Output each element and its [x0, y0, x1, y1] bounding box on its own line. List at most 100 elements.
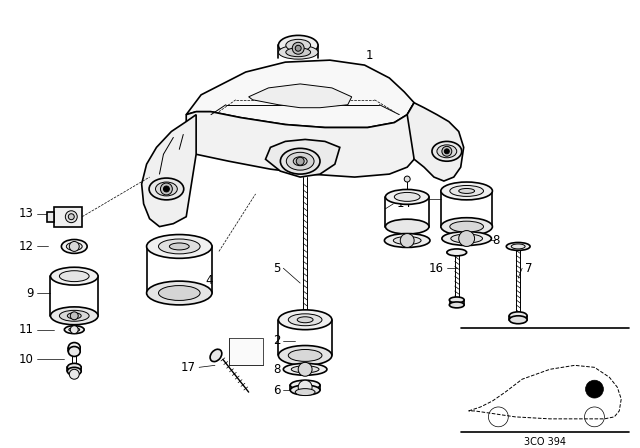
Ellipse shape	[441, 218, 492, 236]
Ellipse shape	[60, 271, 89, 282]
Circle shape	[70, 312, 78, 320]
Text: 6: 6	[273, 383, 280, 396]
Ellipse shape	[67, 242, 82, 250]
Circle shape	[298, 362, 312, 376]
Ellipse shape	[147, 235, 212, 258]
Ellipse shape	[284, 363, 327, 375]
Polygon shape	[407, 103, 463, 181]
Ellipse shape	[159, 239, 200, 254]
Text: 4: 4	[205, 274, 212, 287]
Text: 2: 2	[273, 334, 280, 347]
Ellipse shape	[159, 285, 200, 301]
Polygon shape	[141, 115, 196, 227]
Ellipse shape	[278, 310, 332, 330]
Ellipse shape	[437, 145, 457, 158]
Ellipse shape	[67, 313, 81, 319]
Ellipse shape	[451, 234, 483, 243]
Ellipse shape	[442, 232, 492, 246]
Circle shape	[400, 233, 414, 247]
Circle shape	[68, 214, 74, 220]
Ellipse shape	[149, 178, 184, 200]
Ellipse shape	[286, 152, 314, 170]
Ellipse shape	[394, 237, 421, 245]
Ellipse shape	[385, 233, 430, 247]
Ellipse shape	[291, 380, 320, 390]
Circle shape	[161, 183, 172, 195]
Ellipse shape	[286, 39, 310, 51]
Ellipse shape	[51, 267, 98, 285]
Text: 13: 13	[19, 207, 34, 220]
Bar	[47, 212, 54, 222]
Ellipse shape	[291, 366, 319, 373]
Polygon shape	[186, 60, 414, 128]
Ellipse shape	[295, 388, 315, 396]
Circle shape	[459, 231, 475, 246]
Text: 15: 15	[396, 235, 411, 248]
Ellipse shape	[297, 317, 313, 323]
Text: 11: 11	[19, 323, 34, 336]
Ellipse shape	[459, 189, 475, 194]
Polygon shape	[229, 338, 262, 365]
Text: 8: 8	[492, 234, 500, 247]
Ellipse shape	[432, 142, 461, 161]
Ellipse shape	[511, 244, 525, 249]
Ellipse shape	[210, 349, 222, 362]
Polygon shape	[266, 139, 340, 177]
Ellipse shape	[286, 48, 310, 57]
Circle shape	[442, 146, 452, 156]
Text: 14: 14	[396, 197, 412, 210]
Ellipse shape	[170, 243, 189, 250]
Text: 1: 1	[366, 49, 373, 62]
Ellipse shape	[51, 307, 98, 325]
Ellipse shape	[68, 346, 80, 357]
Ellipse shape	[291, 385, 320, 395]
Ellipse shape	[69, 327, 80, 332]
Circle shape	[404, 176, 410, 182]
Ellipse shape	[278, 45, 318, 59]
Ellipse shape	[449, 302, 464, 308]
Circle shape	[69, 241, 79, 251]
Text: 10: 10	[19, 353, 34, 366]
Ellipse shape	[147, 281, 212, 305]
Circle shape	[444, 149, 449, 154]
Bar	[54, 207, 82, 227]
Ellipse shape	[441, 182, 492, 200]
Ellipse shape	[288, 314, 322, 326]
Ellipse shape	[449, 297, 464, 303]
Ellipse shape	[293, 157, 307, 166]
Circle shape	[65, 211, 77, 223]
Ellipse shape	[278, 35, 318, 55]
Ellipse shape	[288, 349, 322, 362]
Text: 3CO 394: 3CO 394	[524, 437, 566, 447]
Ellipse shape	[450, 221, 483, 232]
Text: 8: 8	[273, 363, 280, 376]
Text: 3: 3	[419, 192, 426, 205]
Circle shape	[586, 380, 604, 398]
Polygon shape	[249, 84, 352, 108]
Polygon shape	[186, 103, 414, 177]
Ellipse shape	[509, 312, 527, 320]
Text: 7: 7	[525, 262, 532, 275]
Circle shape	[298, 380, 312, 394]
Ellipse shape	[156, 182, 177, 196]
Circle shape	[69, 369, 79, 379]
Ellipse shape	[447, 249, 467, 256]
Ellipse shape	[60, 310, 89, 321]
Circle shape	[295, 45, 301, 51]
Ellipse shape	[278, 345, 332, 365]
Text: 12: 12	[19, 240, 34, 253]
Text: 5: 5	[273, 262, 280, 275]
Ellipse shape	[280, 148, 320, 174]
Ellipse shape	[450, 185, 483, 196]
Circle shape	[163, 186, 170, 192]
Text: 17: 17	[181, 361, 196, 374]
Text: 16: 16	[429, 262, 444, 275]
Ellipse shape	[68, 343, 80, 353]
Ellipse shape	[385, 190, 429, 204]
Ellipse shape	[61, 240, 87, 254]
Ellipse shape	[65, 326, 84, 334]
Ellipse shape	[67, 367, 81, 375]
Ellipse shape	[509, 316, 527, 324]
Ellipse shape	[394, 193, 420, 201]
Ellipse shape	[385, 219, 429, 234]
